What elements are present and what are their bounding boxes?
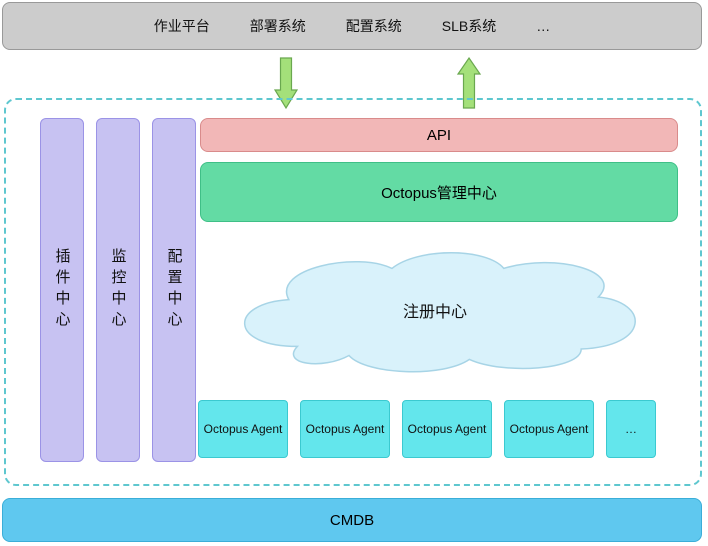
top-systems-bar: 作业平台 部署系统 配置系统 SLB系统 … [2,2,702,50]
agent-box-0: Octopus Agent [198,400,288,458]
registry-cloud: 注册中心 [220,245,650,375]
top-system-item: … [536,18,550,34]
agent-box-2: Octopus Agent [402,400,492,458]
api-box: API [200,118,678,152]
api-label: API [427,127,451,144]
agent-box-4: … [606,400,656,458]
top-system-item: 作业平台 [154,16,210,36]
management-center-label: Octopus管理中心 [381,182,497,203]
cmdb-label: CMDB [330,512,374,529]
top-system-item: SLB系统 [442,16,496,36]
vertical-center-1: 监控中心 [96,118,140,462]
top-system-item: 配置系统 [346,16,402,36]
cmdb-box: CMDB [2,498,702,542]
top-system-item: 部署系统 [250,16,306,36]
registry-label: 注册中心 [220,245,650,375]
agent-box-3: Octopus Agent [504,400,594,458]
vertical-center-2: 配置中心 [152,118,196,462]
management-center-box: Octopus管理中心 [200,162,678,222]
agent-box-1: Octopus Agent [300,400,390,458]
vertical-center-0: 插件中心 [40,118,84,462]
